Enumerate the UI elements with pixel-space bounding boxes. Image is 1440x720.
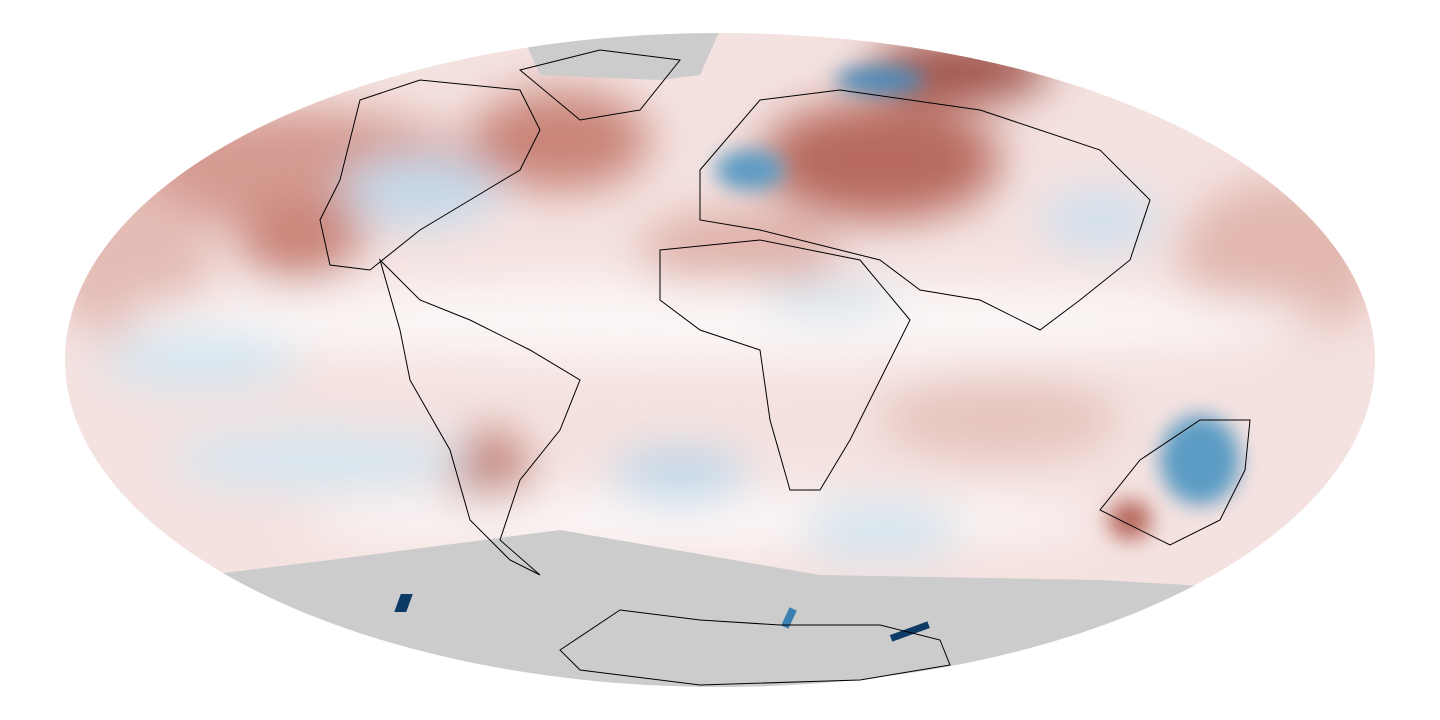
coastlines	[319, 49, 1251, 686]
